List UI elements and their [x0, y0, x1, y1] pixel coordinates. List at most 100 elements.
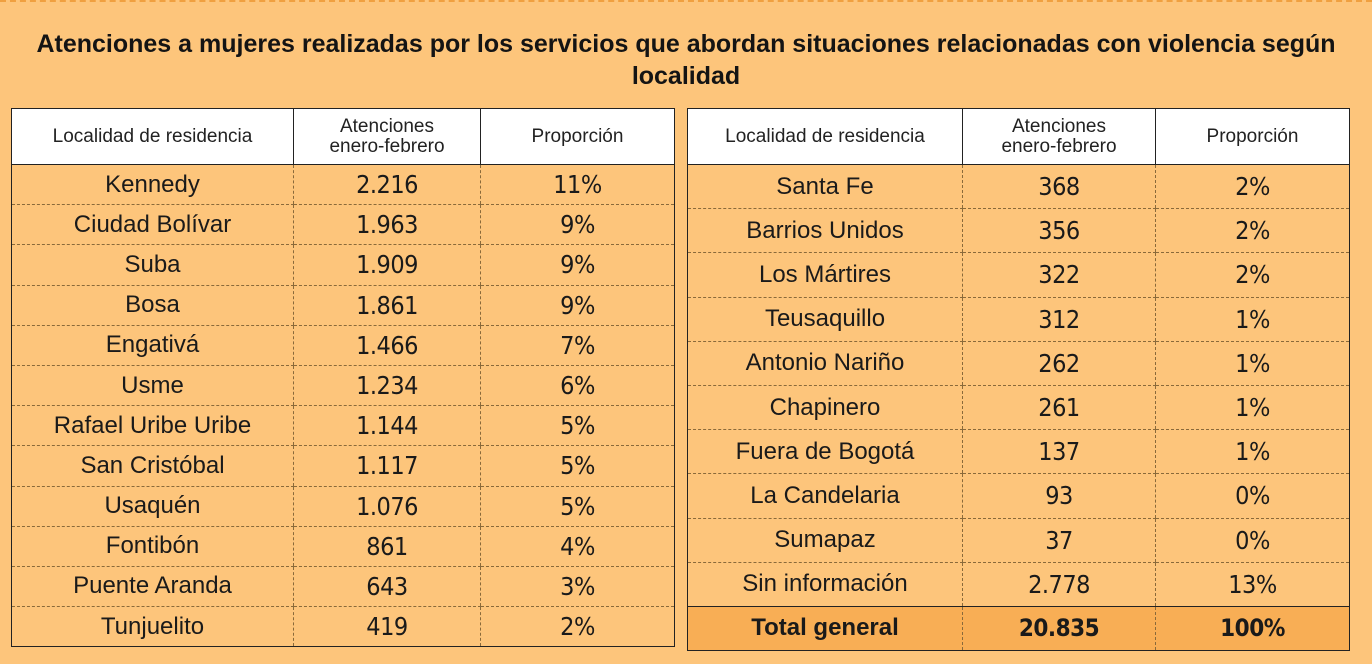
column-header-proportion: Proporción	[1155, 108, 1350, 165]
visits-cell: 20.835	[962, 605, 1156, 651]
visits-cell: 93	[962, 473, 1156, 519]
locality-cell: Rafael Uribe Uribe	[11, 405, 294, 447]
visits-cell: 1.963	[293, 204, 481, 246]
left-table: Localidad de residencia Atenciones enero…	[11, 108, 675, 648]
locality-cell: Teusaquillo	[687, 297, 963, 342]
locality-cell: San Cristóbal	[11, 445, 294, 487]
proportion-cell: 9%	[480, 204, 675, 246]
visits-cell: 137	[962, 429, 1156, 475]
locality-cell: Kennedy	[11, 164, 294, 206]
table-row: Usme 1.234 6%	[11, 365, 675, 407]
locality-cell: Usaquén	[11, 486, 294, 527]
table-row: Rafael Uribe Uribe 1.144 5%	[11, 405, 675, 447]
proportion-cell: 4%	[480, 526, 675, 567]
table-header-row: Localidad de residencia Atenciones enero…	[687, 108, 1350, 165]
visits-cell: 2.778	[962, 562, 1156, 607]
table-row: Chapinero 261 1%	[687, 385, 1350, 431]
table-row: Kennedy 2.216 11%	[11, 164, 675, 206]
proportion-cell: 0%	[1155, 473, 1350, 519]
visits-cell: 261	[962, 385, 1156, 431]
visits-cell: 312	[962, 297, 1156, 342]
table-row: Sin información 2.778 13%	[687, 562, 1350, 607]
table-row: La Candelaria 93 0%	[687, 473, 1350, 519]
column-header-visits: Atenciones enero-febrero	[962, 108, 1156, 165]
column-header-visits: Atenciones enero-febrero	[293, 108, 481, 165]
visits-cell: 262	[962, 341, 1156, 386]
locality-cell: Antonio Nariño	[687, 341, 963, 386]
locality-cell: Sumapaz	[687, 518, 963, 563]
table-row: Bosa 1.861 9%	[11, 285, 675, 326]
page-title: Atenciones a mujeres realizadas por los …	[36, 30, 1336, 90]
visits-cell: 1.234	[293, 365, 481, 407]
visits-cell: 1.466	[293, 325, 481, 366]
proportion-cell: 7%	[480, 325, 675, 366]
table-row: Fontibón 861 4%	[11, 526, 675, 567]
right-table: Localidad de residencia Atenciones enero…	[687, 108, 1350, 652]
proportion-cell: 13%	[1155, 562, 1350, 607]
table-row: Los Mártires 322 2%	[687, 252, 1350, 298]
locality-cell: Los Mártires	[687, 252, 963, 298]
proportion-cell: 1%	[1155, 297, 1350, 342]
table-row: Antonio Nariño 262 1%	[687, 341, 1350, 386]
table-row: Tunjuelito 419 2%	[12, 606, 675, 647]
proportion-cell: 2%	[1155, 252, 1350, 298]
left-table-body: Kennedy 2.216 11% Ciudad Bolívar 1.963 9% Suba…	[11, 164, 675, 647]
column-header-visits-line2: enero-febrero	[329, 135, 445, 157]
locality-cell: Barrios Unidos	[687, 208, 963, 254]
table-row: Puente Aranda 643 3%	[11, 566, 675, 608]
right-table-body: Santa Fe 368 2% Barrios Unidos 356 2% Los Márt…	[687, 164, 1350, 651]
locality-cell: Tunjuelito	[100, 612, 205, 640]
proportion-cell: 2%	[1155, 164, 1350, 210]
column-header-visits-line1: Atenciones	[1011, 115, 1106, 137]
visits-cell: 1.076	[293, 486, 481, 527]
proportion-cell: 2%	[1155, 208, 1350, 254]
proportion-cell: 1%	[1155, 429, 1350, 475]
visits-cell: 37	[962, 518, 1156, 563]
column-header-visits-line1: Atenciones	[339, 115, 434, 137]
proportion-cell: 2%	[480, 606, 675, 647]
locality-cell: Puente Aranda	[11, 566, 294, 608]
proportion-cell: 9%	[480, 285, 675, 326]
locality-cell: Santa Fe	[687, 164, 963, 210]
proportion-cell: 1%	[1155, 341, 1350, 386]
locality-cell: Fuera de Bogotá	[687, 429, 963, 475]
locality-cell: Usme	[11, 365, 294, 407]
visits-cell: 861	[293, 526, 481, 567]
table-row: Fuera de Bogotá 137 1%	[687, 429, 1350, 475]
proportion-cell: 11%	[480, 164, 675, 206]
visits-cell: 368	[962, 164, 1156, 210]
table-row: Engativá 1.466 7%	[11, 325, 675, 366]
proportion-cell: 5%	[480, 405, 675, 447]
locality-cell: Engativá	[11, 325, 294, 366]
visits-cell: 419	[293, 606, 481, 647]
proportion-cell: 9%	[480, 244, 675, 286]
proportion-cell: 0%	[1155, 518, 1350, 563]
locality-cell: Bosa	[11, 285, 294, 326]
proportion-cell: 5%	[480, 486, 675, 527]
table-header-row: Localidad de residencia Atenciones enero…	[11, 108, 675, 165]
proportion-cell: 3%	[480, 566, 675, 608]
visits-cell: 1.861	[293, 285, 481, 326]
locality-cell: La Candelaria	[687, 473, 963, 519]
locality-cell: Suba	[11, 244, 294, 286]
proportion-cell: 100%	[1155, 605, 1350, 651]
table-row: Teusaquillo 312 1%	[687, 297, 1350, 342]
proportion-cell: 6%	[480, 365, 675, 407]
visits-cell: 1.909	[293, 244, 481, 286]
visits-cell: 2.216	[293, 164, 481, 206]
locality-cell: Fontibón	[11, 526, 294, 567]
table-row: Sumapaz 37 0%	[687, 518, 1350, 563]
locality-cell: Total general	[687, 605, 963, 651]
column-header-locality: Localidad de residencia	[11, 108, 294, 165]
table-row: Suba 1.909 9%	[11, 244, 675, 286]
top-dashed-divider	[0, 0, 1372, 2]
table-row: Usaquén 1.076 5%	[11, 486, 675, 527]
table-row: Barrios Unidos 356 2%	[687, 208, 1350, 254]
visits-cell: 1.144	[293, 405, 481, 447]
table-row: Santa Fe 368 2%	[687, 164, 1350, 210]
column-header-visits-line2: enero-febrero	[1001, 135, 1117, 157]
table-row: San Cristóbal 1.117 5%	[11, 445, 675, 487]
column-header-locality: Localidad de residencia	[687, 108, 963, 165]
visits-cell: 1.117	[293, 445, 481, 487]
locality-cell: Ciudad Bolívar	[11, 204, 294, 246]
